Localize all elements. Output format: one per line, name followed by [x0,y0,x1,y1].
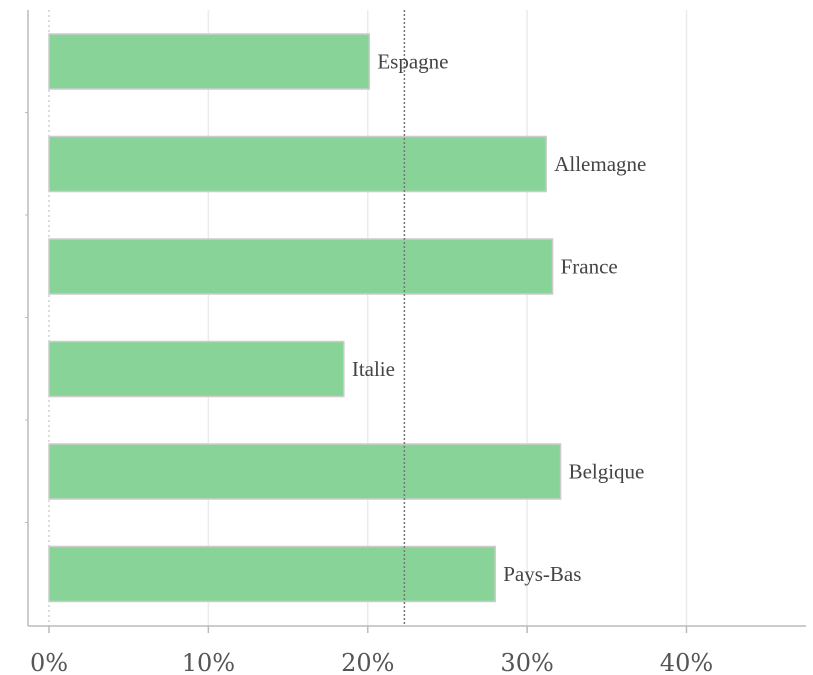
bar-france [48,238,554,295]
bar-allemagne [48,135,547,193]
x-tick-label: 20% [341,649,394,675]
x-tick-label: 0% [30,649,68,675]
bar-italie [48,340,345,398]
grid-lines [48,10,688,626]
bar-labels: Espagne Allemagne France Italie Belgique Pays… [352,50,647,587]
bar-espagne [48,33,371,90]
x-tick-label: 10% [182,649,235,675]
bar-label: France [561,255,618,279]
bar-label: Allemagne [554,152,646,176]
bar-label: Belgique [569,460,645,484]
x-tick-label: 30% [500,649,553,675]
x-tick-label: 40% [660,649,713,675]
axes [25,10,806,633]
bar-pays-bas [48,545,496,603]
bar-belgique [48,443,562,500]
bar-label: Espagne [377,50,448,74]
x-tick-labels: 0% 10% 20% 30% 40% [30,649,713,675]
bar-label: Italie [352,357,395,381]
bar-label: Pays-Bas [503,562,581,586]
bars [48,33,562,603]
